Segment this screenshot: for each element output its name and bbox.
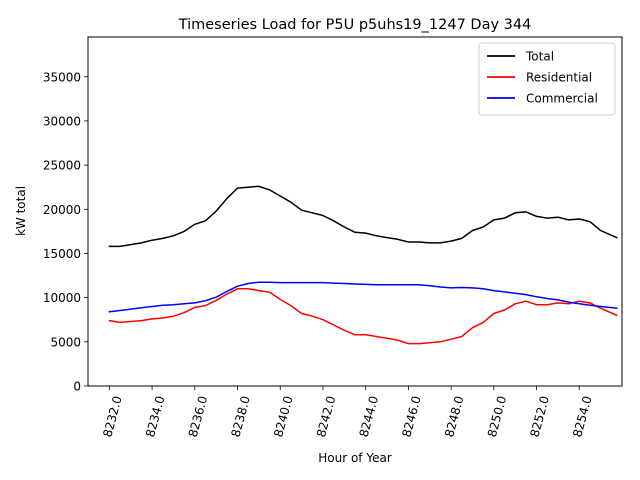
y-axis-ticks: 0 5000 10000 15000 20000 25000 30000 35000: [43, 70, 88, 394]
series-layer: [108, 185, 618, 345]
y-tick-label: 25000: [43, 159, 81, 173]
legend-label-residential: Residential: [526, 71, 592, 85]
y-tick-label: 20000: [43, 203, 81, 217]
y-tick-label: 5000: [50, 335, 81, 349]
series-line-commercial: [108, 281, 618, 313]
legend-label-commercial: Commercial: [526, 92, 598, 106]
y-tick-label: 10000: [43, 291, 81, 305]
series-line-total: [108, 185, 618, 248]
y-tick-label: 0: [73, 380, 81, 394]
chart-title: Timeseries Load for P5U p5uhs19_1247 Day…: [178, 17, 532, 33]
y-tick-label: 15000: [43, 247, 81, 261]
y-tick-label: 30000: [43, 114, 81, 128]
legend-label-total: Total: [525, 50, 554, 64]
y-axis-title: kW total: [14, 186, 28, 236]
y-tick-label: 35000: [43, 70, 81, 84]
legend-entries: Total Residential Commercial: [487, 50, 598, 106]
series-line-residential: [108, 288, 618, 345]
x-axis-title: Hour of Year: [318, 451, 392, 465]
legend: Total Residential Commercial: [478, 42, 616, 116]
plot-frame: [87, 36, 623, 387]
legend-box: [478, 42, 616, 116]
